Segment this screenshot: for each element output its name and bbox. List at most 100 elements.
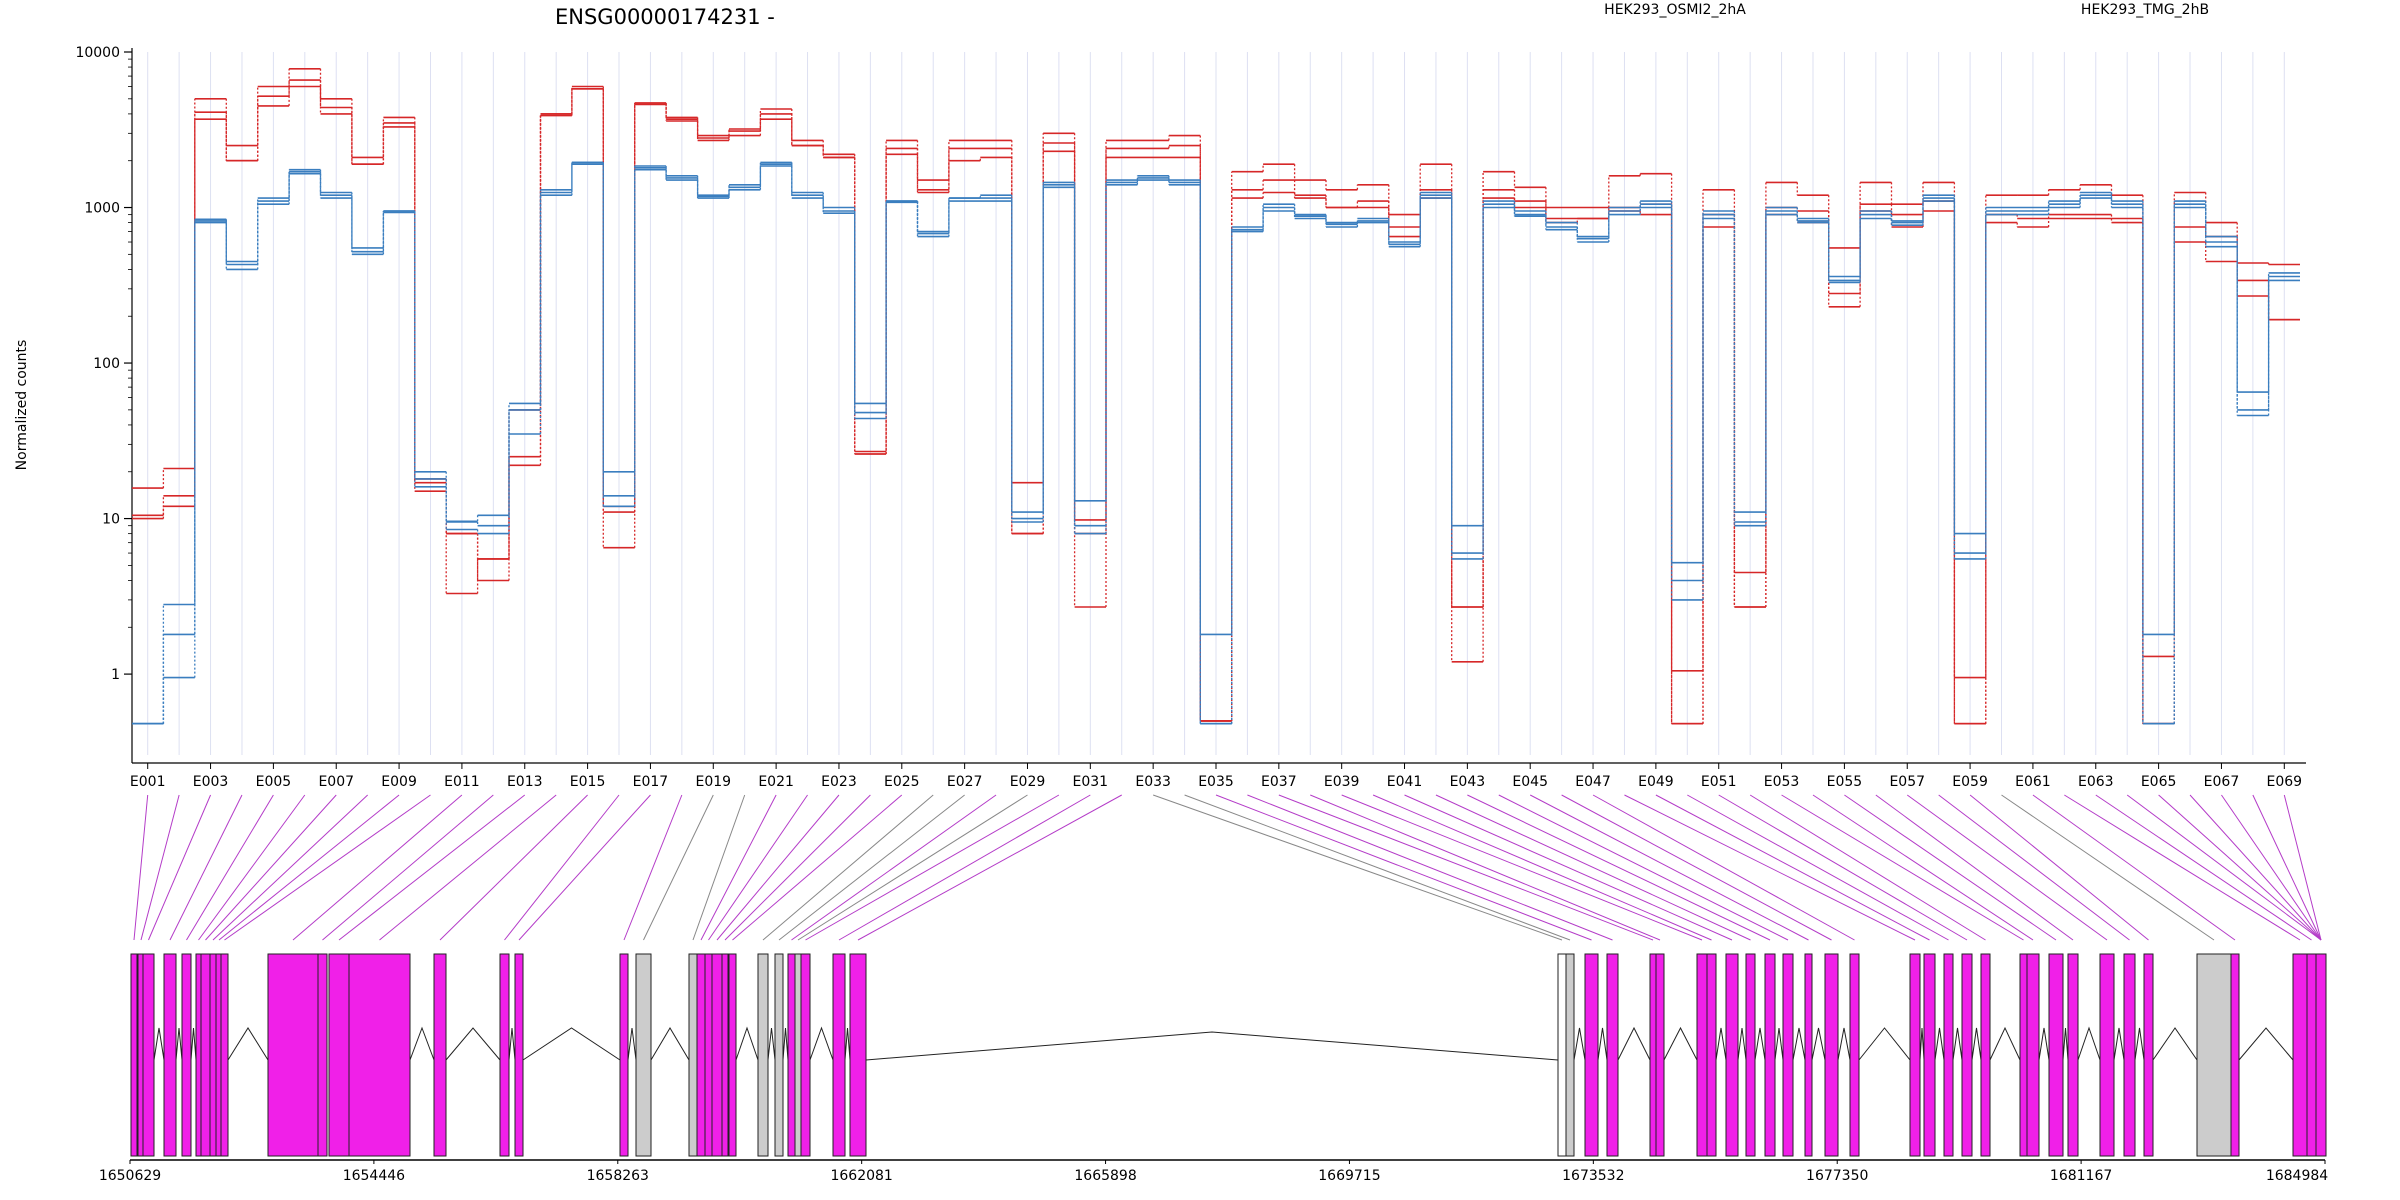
exon-connector — [1435, 794, 1751, 941]
intron-line — [153, 1027, 165, 1061]
exon-connector — [2189, 794, 2322, 941]
y-axis-label: Normalized counts — [14, 340, 30, 471]
exon-label: E001 — [130, 774, 166, 790]
exon-connector — [169, 794, 243, 941]
intron-line — [767, 1027, 776, 1061]
legend-entry: HEK293_OSMI2_2hA — [1604, 2, 1746, 18]
exon-box — [1745, 953, 1756, 1157]
exon-box — [757, 953, 769, 1157]
exon-box — [1696, 953, 1708, 1157]
exon-box — [1849, 953, 1860, 1157]
exon-connector — [1215, 794, 1592, 941]
exon-label: E057 — [1889, 774, 1925, 790]
intron-line — [1774, 1027, 1784, 1061]
exon-box — [800, 953, 811, 1157]
exon-box — [1961, 953, 1973, 1157]
intron-line — [2113, 1027, 2125, 1061]
exon-connector — [322, 794, 494, 941]
exon-label: E065 — [2141, 774, 2177, 790]
exon-box — [635, 953, 652, 1157]
coordinate-label: 1669715 — [1318, 1168, 1380, 1184]
intron-line — [445, 1027, 501, 1061]
intron-line — [2134, 1027, 2145, 1061]
exon-connector — [2252, 794, 2322, 941]
intron-line — [522, 1027, 621, 1061]
exon-connector — [1341, 794, 1703, 941]
coordinate-label: 1665898 — [1074, 1168, 1136, 1184]
exon-connector — [439, 794, 588, 941]
exon-connector — [1749, 794, 1986, 941]
exon-box — [1804, 953, 1813, 1157]
coordinate-label: 1658263 — [587, 1168, 649, 1184]
intron-line — [227, 1027, 269, 1061]
exon-box — [774, 953, 784, 1157]
exon-connector — [198, 794, 306, 941]
chart-title: ENSG00000174231 - — [555, 5, 775, 29]
exon-box — [2306, 953, 2317, 1157]
intron-line — [2238, 1027, 2294, 1061]
intron-line — [508, 1027, 516, 1061]
y-tick-label: 1 — [111, 667, 120, 683]
exon-connector — [140, 794, 180, 941]
y-tick-label: 10 — [102, 512, 120, 528]
coordinate-label: 1684984 — [2266, 1168, 2328, 1184]
exon-box — [2315, 953, 2327, 1157]
exon-box — [348, 953, 411, 1157]
exon-box — [721, 953, 729, 1157]
exon-connector — [1687, 794, 1949, 941]
exon-box — [328, 953, 350, 1157]
intron-line — [627, 1027, 637, 1061]
exon-box — [2019, 953, 2028, 1157]
exon-box — [2196, 953, 2232, 1157]
exon-box — [2026, 953, 2040, 1157]
exon-label: E039 — [1324, 774, 1360, 790]
exon-label: E047 — [1575, 774, 1611, 790]
exon-box — [1909, 953, 1921, 1157]
exon-box — [142, 953, 155, 1157]
intron-line — [865, 1031, 1559, 1061]
exon-label: E037 — [1261, 774, 1297, 790]
exon-connector — [692, 794, 746, 941]
exon-box — [1606, 953, 1619, 1157]
exon-connector — [2221, 794, 2322, 941]
exon-label: E031 — [1073, 774, 1109, 790]
exon-box — [200, 953, 211, 1157]
exon-box — [195, 953, 202, 1157]
exon-box — [1782, 953, 1794, 1157]
exon-connector — [2283, 794, 2322, 941]
exon-connector — [2095, 794, 2312, 941]
intron-line — [1811, 1027, 1826, 1061]
exon-label: E067 — [2204, 774, 2240, 790]
exon-connector — [1781, 794, 2024, 941]
exon-connector — [2126, 794, 2322, 941]
exon-box — [1557, 953, 1567, 1157]
exon-connector — [778, 794, 965, 941]
exon-label: E025 — [884, 774, 920, 790]
exon-box — [317, 953, 328, 1157]
exon-box — [2292, 953, 2308, 1157]
exon-connector — [224, 794, 431, 941]
axes: 1 10 100 1000 10000 — [75, 45, 2306, 764]
exon-label: E023 — [821, 774, 857, 790]
intron-line — [1919, 1027, 1925, 1061]
exon-connector — [1529, 794, 1809, 941]
intron-line — [1573, 1027, 1586, 1061]
exon-connector — [186, 794, 274, 941]
exon-connector — [643, 794, 714, 941]
gene-model — [130, 953, 2327, 1161]
exon-connector — [2064, 794, 2301, 941]
intron-line — [190, 1027, 197, 1061]
intron-line — [1837, 1027, 1851, 1061]
exon-box — [2099, 953, 2115, 1157]
exon-connector — [700, 794, 777, 941]
exon-box — [267, 953, 319, 1157]
exon-connector — [1404, 794, 1733, 941]
exon-box — [209, 953, 217, 1157]
exon-label: E069 — [2267, 774, 2303, 790]
exon-connector — [623, 794, 683, 941]
exon-box — [1584, 953, 1599, 1157]
exon-connector — [797, 794, 1028, 941]
exon-connector — [292, 794, 463, 941]
exon-connector — [2001, 794, 2215, 941]
exon-box — [704, 953, 713, 1157]
